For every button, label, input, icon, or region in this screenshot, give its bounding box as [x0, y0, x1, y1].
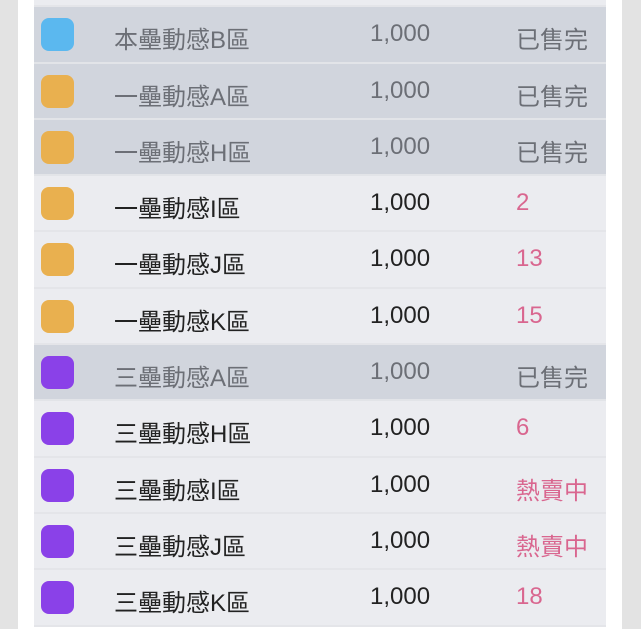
area-price: 1,000: [370, 189, 431, 217]
area-price: 1,000: [370, 76, 431, 104]
area-name: 本壘動感B區: [114, 27, 251, 55]
area-availability: 6: [516, 414, 530, 442]
area-name: 一壘動感I區: [114, 196, 241, 224]
seat-area-row[interactable]: 一壘動感K區 1,000 15: [34, 288, 606, 346]
area-availability: 已售完: [516, 139, 588, 167]
seat-area-row: 本壘動感B區 1,000 已售完: [34, 7, 606, 64]
area-name: 三壘動感A區: [114, 365, 251, 393]
seat-area-list: 本壘動感B區 1,000 已售完 一壘動感A區 1,000 已售完 一壘動感H區…: [34, 0, 606, 627]
area-price: 1,000: [370, 20, 431, 48]
area-color-swatch-icon: [41, 299, 74, 333]
area-availability: 2: [516, 189, 530, 217]
area-color-swatch-icon: [41, 243, 74, 277]
area-color-swatch-icon: [41, 130, 74, 164]
area-color-swatch-icon: [41, 468, 74, 502]
area-price: 1,000: [370, 526, 431, 554]
area-name: 一壘動感K區: [114, 308, 251, 336]
area-availability: 熱賣中: [516, 533, 588, 561]
area-color-swatch-icon: [41, 18, 74, 52]
seat-area-row[interactable]: 一壘動感I區 1,000 2: [34, 176, 606, 233]
area-availability: 熱賣中: [516, 477, 588, 505]
area-color-swatch-icon: [41, 74, 74, 108]
area-price: 1,000: [370, 583, 431, 611]
seat-area-row[interactable]: 三壘動感I區 1,000 熱賣中: [34, 457, 606, 514]
area-name: 三壘動感I區: [114, 477, 241, 505]
area-availability: 已售完: [516, 365, 588, 393]
area-price: 1,000: [370, 245, 431, 273]
area-availability: 18: [516, 583, 543, 611]
area-price: 1,000: [370, 358, 431, 386]
area-color-swatch-icon: [41, 581, 74, 615]
area-name: 一壘動感A區: [114, 83, 251, 111]
area-name: 一壘動感J區: [114, 252, 246, 280]
seat-area-row[interactable]: 一壘動感J區 1,000 13: [34, 232, 606, 289]
area-price: 1,000: [370, 414, 431, 442]
area-availability: 已售完: [516, 83, 588, 111]
area-name: 三壘動感H區: [114, 421, 252, 449]
area-availability: 已售完: [516, 27, 588, 55]
area-price: 1,000: [370, 132, 431, 160]
seat-area-row[interactable]: 三壘動感J區 1,000 熱賣中: [34, 513, 606, 571]
area-name: 一壘動感H區: [114, 139, 252, 167]
seat-area-row: 一壘動感H區 1,000 已售完: [34, 119, 606, 177]
area-color-swatch-icon: [41, 356, 74, 390]
area-price: 1,000: [370, 301, 431, 329]
seat-area-row[interactable]: [34, 0, 606, 8]
area-availability: 15: [516, 301, 543, 329]
area-name: 三壘動感K區: [114, 590, 251, 618]
seat-area-row[interactable]: 三壘動感H區 1,000 6: [34, 401, 606, 458]
area-color-swatch-icon: [41, 524, 74, 558]
seat-area-row: 一壘動感A區 1,000 已售完: [34, 63, 606, 120]
area-color-swatch-icon: [41, 187, 74, 221]
area-availability: 13: [516, 245, 543, 273]
area-name: 三壘動感J區: [114, 533, 246, 561]
area-price: 1,000: [370, 470, 431, 498]
area-color-swatch-icon: [41, 412, 74, 446]
seat-area-row: 三壘動感A區 1,000 已售完: [34, 345, 606, 402]
seat-area-row[interactable]: 三壘動感K區 1,000 18: [34, 570, 606, 627]
